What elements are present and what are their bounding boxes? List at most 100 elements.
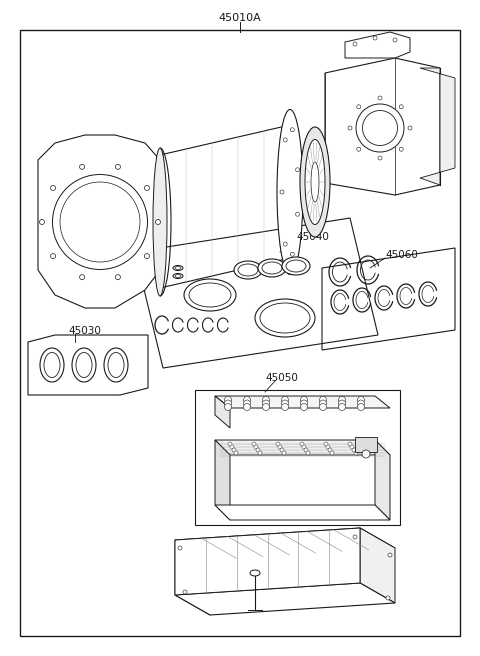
Circle shape <box>144 186 149 190</box>
Circle shape <box>263 400 269 407</box>
Ellipse shape <box>300 127 330 237</box>
Circle shape <box>281 403 288 411</box>
Circle shape <box>283 242 287 246</box>
Ellipse shape <box>60 182 140 262</box>
Text: 45050: 45050 <box>265 373 298 383</box>
Circle shape <box>353 42 357 46</box>
Polygon shape <box>345 32 410 58</box>
Ellipse shape <box>305 140 325 224</box>
Polygon shape <box>175 540 210 615</box>
Polygon shape <box>175 583 395 615</box>
Circle shape <box>281 396 288 403</box>
Polygon shape <box>38 135 160 308</box>
Circle shape <box>282 451 286 455</box>
Circle shape <box>358 400 364 407</box>
Circle shape <box>320 396 326 403</box>
Circle shape <box>263 403 269 411</box>
Ellipse shape <box>72 348 96 382</box>
Ellipse shape <box>262 262 282 274</box>
Polygon shape <box>215 440 390 455</box>
Circle shape <box>50 186 56 190</box>
Circle shape <box>225 396 231 403</box>
Circle shape <box>115 275 120 279</box>
Polygon shape <box>215 440 230 520</box>
Ellipse shape <box>311 162 319 202</box>
Circle shape <box>50 254 56 258</box>
Circle shape <box>302 445 306 449</box>
Circle shape <box>352 448 356 452</box>
Circle shape <box>290 253 294 256</box>
Circle shape <box>399 147 403 152</box>
Circle shape <box>300 400 308 407</box>
Circle shape <box>348 126 352 130</box>
Circle shape <box>378 96 382 100</box>
Circle shape <box>281 400 288 407</box>
Circle shape <box>280 448 284 452</box>
Text: 45010A: 45010A <box>218 13 262 23</box>
Circle shape <box>408 126 412 130</box>
Ellipse shape <box>258 259 286 277</box>
Circle shape <box>243 396 251 403</box>
Ellipse shape <box>362 110 397 146</box>
Circle shape <box>283 138 287 142</box>
Circle shape <box>328 448 332 452</box>
Ellipse shape <box>52 174 147 270</box>
Polygon shape <box>360 528 395 603</box>
Circle shape <box>300 403 308 411</box>
Ellipse shape <box>76 352 92 377</box>
Circle shape <box>348 442 352 446</box>
Text: 45060: 45060 <box>385 250 418 260</box>
Ellipse shape <box>175 266 181 270</box>
Ellipse shape <box>255 299 315 337</box>
Ellipse shape <box>260 303 310 333</box>
Circle shape <box>243 403 251 411</box>
Ellipse shape <box>286 260 306 272</box>
Circle shape <box>373 36 377 40</box>
Circle shape <box>39 220 45 224</box>
Circle shape <box>80 165 84 169</box>
Circle shape <box>144 254 149 258</box>
Ellipse shape <box>234 261 262 279</box>
Ellipse shape <box>173 266 183 270</box>
Circle shape <box>280 190 284 194</box>
Circle shape <box>225 403 231 411</box>
Circle shape <box>304 448 308 452</box>
Circle shape <box>326 445 330 449</box>
Ellipse shape <box>189 283 231 307</box>
Ellipse shape <box>282 257 310 275</box>
Circle shape <box>232 448 236 452</box>
Circle shape <box>353 535 357 539</box>
Circle shape <box>378 156 382 160</box>
Circle shape <box>228 442 232 446</box>
Circle shape <box>230 445 234 449</box>
Ellipse shape <box>44 352 60 377</box>
Circle shape <box>357 105 361 109</box>
Circle shape <box>330 451 334 455</box>
Circle shape <box>300 442 304 446</box>
Circle shape <box>338 396 346 403</box>
Ellipse shape <box>153 148 167 296</box>
Circle shape <box>300 396 308 403</box>
Circle shape <box>183 590 187 594</box>
Polygon shape <box>215 396 230 428</box>
Circle shape <box>263 396 269 403</box>
Text: 45040: 45040 <box>296 232 329 242</box>
Polygon shape <box>420 68 455 185</box>
Ellipse shape <box>175 274 181 277</box>
Ellipse shape <box>40 348 64 382</box>
Circle shape <box>254 445 258 449</box>
Circle shape <box>80 275 84 279</box>
Circle shape <box>388 553 392 557</box>
Circle shape <box>296 213 300 216</box>
Circle shape <box>357 147 361 152</box>
Text: 45030: 45030 <box>68 326 101 336</box>
Circle shape <box>338 400 346 407</box>
Circle shape <box>234 451 238 455</box>
Circle shape <box>320 403 326 411</box>
Circle shape <box>225 400 231 407</box>
Ellipse shape <box>238 264 258 276</box>
Polygon shape <box>215 505 390 520</box>
Polygon shape <box>175 528 395 560</box>
Bar <box>355 437 377 452</box>
Circle shape <box>320 400 326 407</box>
